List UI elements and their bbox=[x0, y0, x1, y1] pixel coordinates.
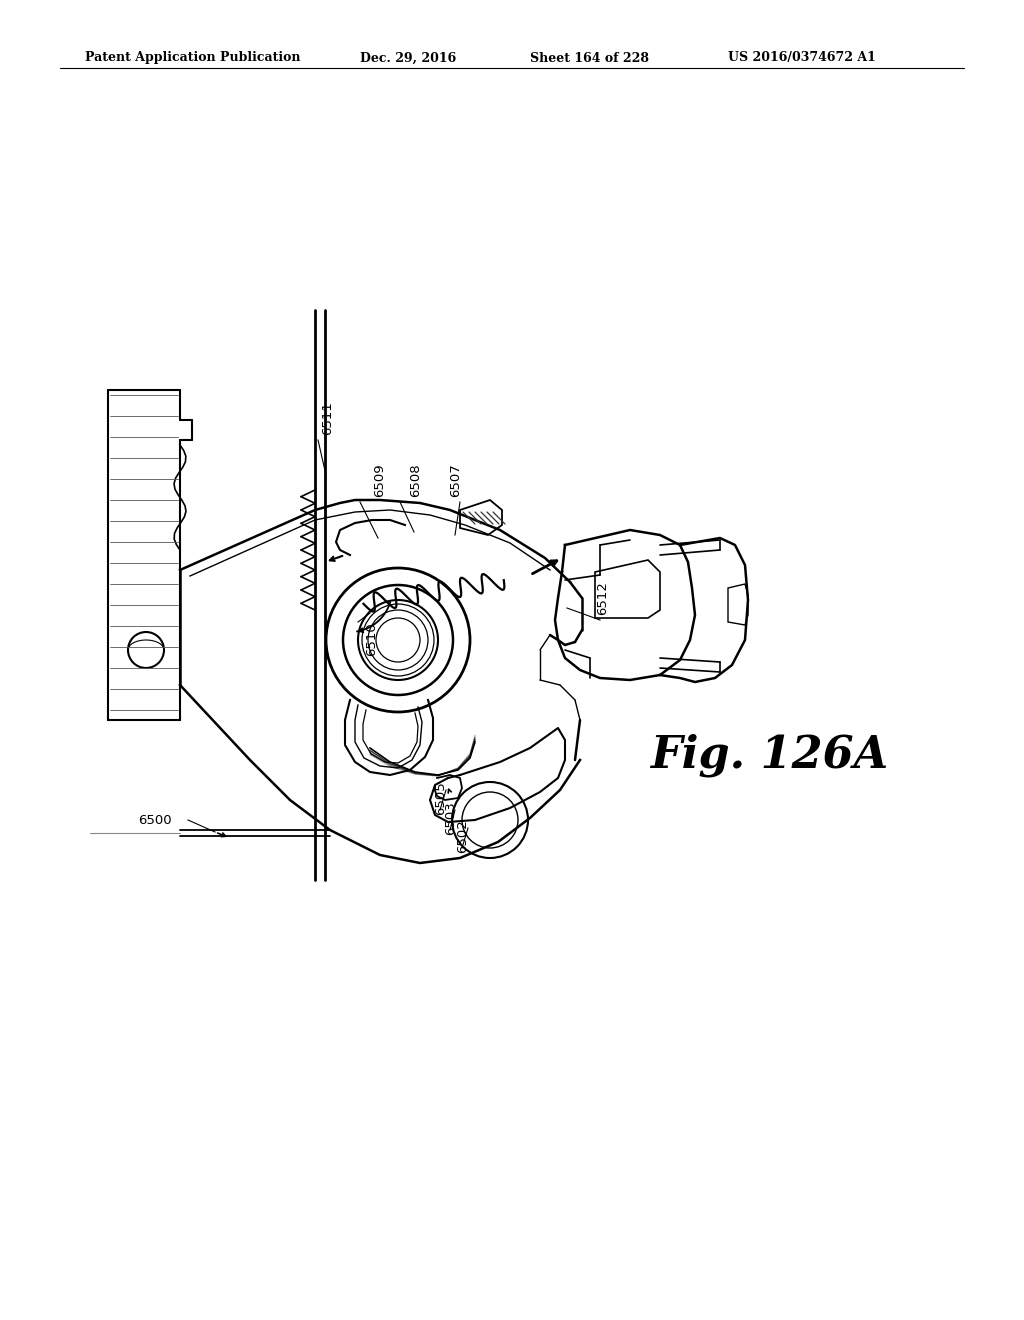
Text: 6503: 6503 bbox=[444, 801, 458, 836]
Text: Sheet 164 of 228: Sheet 164 of 228 bbox=[530, 51, 649, 65]
Text: 6502: 6502 bbox=[457, 820, 469, 853]
Text: 6508: 6508 bbox=[410, 463, 423, 498]
Text: 6511: 6511 bbox=[322, 401, 335, 436]
Text: Fig. 126A: Fig. 126A bbox=[650, 734, 889, 776]
Text: Patent Application Publication: Patent Application Publication bbox=[85, 51, 300, 65]
Text: US 2016/0374672 A1: US 2016/0374672 A1 bbox=[728, 51, 876, 65]
Text: 6507: 6507 bbox=[450, 463, 463, 498]
Text: 6505: 6505 bbox=[434, 781, 447, 814]
Text: 6512: 6512 bbox=[597, 581, 609, 615]
Text: 6509: 6509 bbox=[374, 463, 386, 498]
Text: Dec. 29, 2016: Dec. 29, 2016 bbox=[360, 51, 457, 65]
Text: 6510: 6510 bbox=[366, 622, 379, 656]
Text: 6500: 6500 bbox=[138, 813, 172, 826]
Polygon shape bbox=[460, 500, 502, 535]
